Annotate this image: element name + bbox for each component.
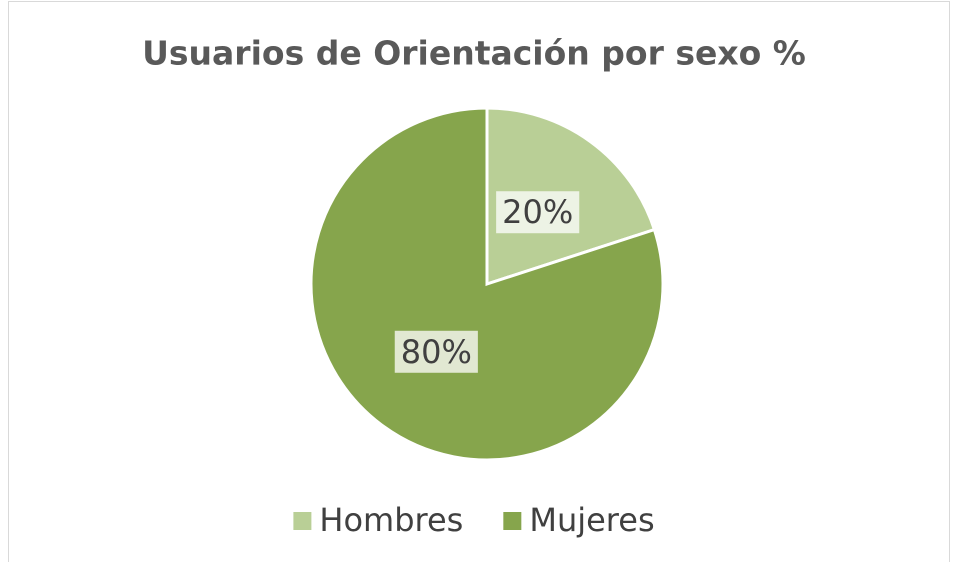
legend-swatch — [503, 512, 522, 530]
chart-title: Usuarios de Orientación por sexo % — [142, 34, 806, 73]
legend-label: Hombres — [319, 501, 463, 539]
data-label-box — [496, 191, 580, 234]
legend-swatch — [293, 512, 312, 530]
data-label: 20% — [502, 193, 573, 231]
data-label-box — [394, 330, 478, 373]
data-label: 80% — [401, 333, 472, 371]
legend: Hombres Mujeres — [293, 501, 655, 539]
legend-label: Mujeres — [529, 501, 654, 539]
